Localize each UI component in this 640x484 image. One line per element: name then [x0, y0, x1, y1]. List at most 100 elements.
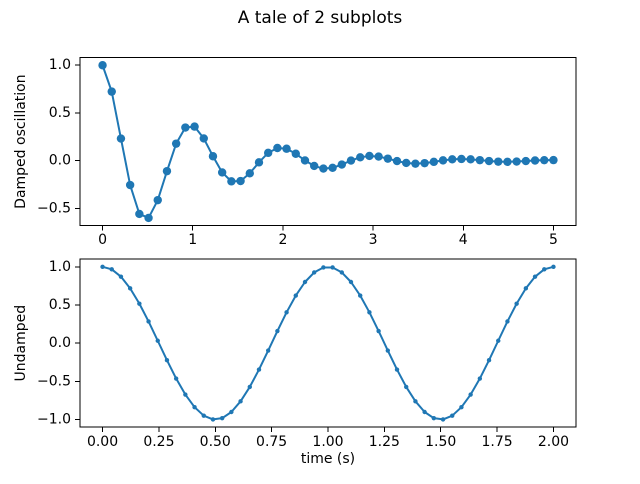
- data-point: [540, 155, 549, 165]
- data-point: [367, 310, 372, 315]
- x-tick-label: 1.00: [312, 434, 343, 450]
- data-point: [254, 158, 264, 167]
- subplot-undamped: 0.00 0.25 0.50 0.75 1.00 1.25 1.50 1.75 2.00 1.0 0…: [37, 258, 577, 450]
- data-point: [438, 156, 448, 165]
- x-tick-label: 1.50: [425, 434, 456, 450]
- data-point: [155, 338, 160, 343]
- data-point: [171, 139, 181, 148]
- data-point: [319, 164, 328, 173]
- data-point: [100, 264, 105, 270]
- data-point: [199, 134, 208, 143]
- data-point: [468, 392, 473, 397]
- data-point: [137, 301, 142, 306]
- data-point: [263, 148, 273, 158]
- data-point: [385, 348, 391, 353]
- data-point: [98, 61, 107, 70]
- data-point: [328, 163, 337, 172]
- y-axis-label-undamped: Undamped: [13, 305, 29, 382]
- data-point: [477, 376, 483, 381]
- x-tick-label: 3: [369, 232, 378, 248]
- data-point: [404, 384, 409, 390]
- data-point: [549, 155, 558, 165]
- data-point: [321, 265, 326, 270]
- data-point: [229, 409, 234, 415]
- data-point: [127, 286, 133, 291]
- x-tick-label: 1.25: [369, 434, 400, 450]
- data-point: [173, 376, 179, 381]
- data-point: [265, 348, 271, 353]
- data-point: [118, 274, 124, 279]
- x-tick-label: 2: [278, 232, 287, 248]
- data-point: [459, 404, 464, 410]
- figure-title: A tale of 2 subplots: [238, 8, 403, 28]
- data-point: [144, 213, 153, 223]
- data-point: [429, 157, 439, 167]
- y-axis-label-damped: Damped oscillation: [13, 74, 29, 208]
- y-tick-label: 0.0: [49, 335, 71, 351]
- data-point: [448, 155, 457, 164]
- data-point: [183, 392, 188, 397]
- data-point: [236, 176, 245, 186]
- data-point: [413, 399, 418, 404]
- data-point: [514, 301, 519, 306]
- data-point: [330, 265, 335, 270]
- subplot-damped-oscillation: 0 1 2 3 4 5 1.0 0.5 0.0 −0.5: [37, 57, 577, 248]
- x-tick-label: 0.75: [256, 434, 287, 450]
- data-point: [394, 367, 400, 372]
- data-point: [217, 168, 227, 177]
- data-point: [208, 152, 218, 161]
- data-point: [431, 415, 437, 421]
- data-point: [116, 134, 126, 143]
- data-point: [238, 399, 243, 404]
- x-tick-label: 1: [188, 232, 197, 248]
- y-tick-label: 0.5: [49, 297, 71, 313]
- data-point: [135, 209, 144, 219]
- data-point: [365, 151, 374, 161]
- data-point: [496, 338, 501, 343]
- plot-frame: [79, 258, 577, 428]
- y-tick-label: −0.5: [37, 200, 71, 216]
- data-point: [312, 270, 317, 275]
- data-point: [300, 156, 310, 165]
- data-point: [402, 158, 411, 168]
- data-point: [457, 154, 466, 164]
- plot-frame: [79, 57, 577, 227]
- x-axis-label-time: time (s): [301, 451, 355, 467]
- data-point: [275, 328, 280, 334]
- data-point: [440, 417, 446, 422]
- data-point: [505, 319, 510, 324]
- data-point: [309, 161, 319, 171]
- y-tick-label: −1.0: [37, 412, 71, 428]
- data-point: [346, 156, 356, 165]
- data-point: [532, 274, 538, 279]
- data-point: [181, 123, 190, 132]
- data-point: [339, 270, 344, 275]
- data-point: [293, 293, 298, 298]
- data-point: [551, 264, 556, 270]
- data-point: [503, 157, 512, 167]
- y-tick-label: 1.0: [49, 259, 71, 275]
- x-tick-label: 5: [549, 232, 558, 248]
- data-point: [282, 144, 291, 153]
- data-point: [392, 156, 402, 166]
- data-point: [484, 156, 494, 166]
- data-point: [420, 158, 429, 168]
- data-point: [530, 156, 540, 165]
- x-tick-label: 0.25: [143, 434, 174, 450]
- data-point: [125, 180, 135, 190]
- data-point: [411, 159, 420, 168]
- data-point: [284, 310, 289, 315]
- data-point: [358, 293, 363, 298]
- data-point: [291, 149, 300, 158]
- x-tick-label: 0: [98, 232, 107, 248]
- data-point: [146, 319, 151, 324]
- data-point: [374, 152, 383, 161]
- data-point: [273, 143, 282, 153]
- data-point: [486, 357, 492, 363]
- data-point: [247, 384, 252, 390]
- data-point: [302, 279, 308, 285]
- data-point: [356, 153, 365, 162]
- data-point: [542, 267, 547, 272]
